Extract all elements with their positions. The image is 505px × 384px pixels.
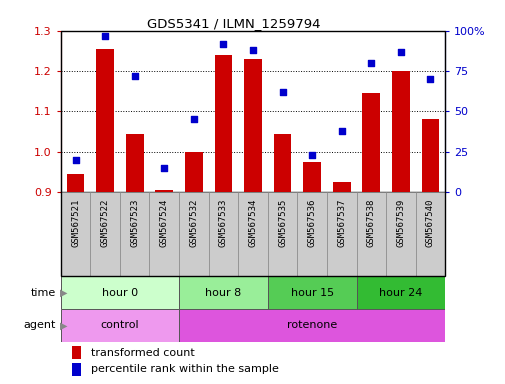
- Bar: [120, 192, 149, 276]
- Text: control: control: [100, 320, 139, 331]
- Text: GSM567524: GSM567524: [160, 199, 169, 247]
- Bar: [179, 309, 444, 342]
- Bar: [185, 152, 203, 192]
- Bar: [267, 276, 356, 309]
- Point: [308, 152, 316, 158]
- Point: [189, 116, 197, 122]
- Text: GSM567539: GSM567539: [395, 199, 405, 247]
- Bar: [391, 71, 409, 192]
- Bar: [155, 190, 173, 192]
- Text: GSM567537: GSM567537: [336, 199, 345, 247]
- Bar: [208, 192, 238, 276]
- Bar: [415, 192, 444, 276]
- Point: [337, 127, 345, 134]
- Text: GSM567540: GSM567540: [425, 199, 434, 247]
- Text: GSM567534: GSM567534: [248, 199, 257, 247]
- Bar: [72, 363, 81, 376]
- Point: [367, 60, 375, 66]
- Bar: [302, 162, 320, 192]
- Point: [71, 157, 79, 163]
- Bar: [332, 182, 350, 192]
- Bar: [297, 192, 326, 276]
- Point: [219, 41, 227, 47]
- Text: hour 8: hour 8: [205, 288, 241, 298]
- Bar: [326, 192, 356, 276]
- Bar: [90, 192, 120, 276]
- Text: hour 15: hour 15: [290, 288, 333, 298]
- Point: [160, 165, 168, 171]
- Text: hour 24: hour 24: [378, 288, 422, 298]
- Bar: [356, 192, 385, 276]
- Point: [278, 89, 286, 95]
- Bar: [214, 55, 232, 192]
- Text: GSM567532: GSM567532: [189, 199, 198, 247]
- Bar: [96, 49, 114, 192]
- Bar: [243, 59, 262, 192]
- Text: agent: agent: [23, 320, 56, 331]
- Point: [248, 47, 257, 53]
- Text: GSM567538: GSM567538: [366, 199, 375, 247]
- Text: GSM567536: GSM567536: [307, 199, 316, 247]
- Bar: [67, 174, 84, 192]
- Point: [130, 73, 138, 79]
- Text: rotenone: rotenone: [286, 320, 337, 331]
- Text: time: time: [30, 288, 56, 298]
- Title: GDS5341 / ILMN_1259794: GDS5341 / ILMN_1259794: [147, 17, 320, 30]
- Text: GSM567535: GSM567535: [278, 199, 286, 247]
- Bar: [149, 192, 179, 276]
- Text: GSM567522: GSM567522: [100, 199, 110, 247]
- Text: GSM567533: GSM567533: [219, 199, 227, 247]
- Bar: [61, 309, 179, 342]
- Text: percentile rank within the sample: percentile rank within the sample: [91, 364, 279, 374]
- Text: ▶: ▶: [60, 320, 68, 331]
- Bar: [126, 134, 143, 192]
- Bar: [72, 346, 81, 359]
- Text: ▶: ▶: [60, 288, 68, 298]
- Bar: [238, 192, 267, 276]
- Bar: [385, 192, 415, 276]
- Bar: [179, 276, 267, 309]
- Point: [101, 33, 109, 39]
- Bar: [61, 276, 179, 309]
- Text: GSM567521: GSM567521: [71, 199, 80, 247]
- Text: transformed count: transformed count: [91, 348, 195, 358]
- Bar: [179, 192, 208, 276]
- Bar: [421, 119, 438, 192]
- Point: [396, 49, 404, 55]
- Bar: [362, 93, 379, 192]
- Bar: [61, 192, 90, 276]
- Text: hour 0: hour 0: [102, 288, 138, 298]
- Text: GSM567523: GSM567523: [130, 199, 139, 247]
- Bar: [267, 192, 297, 276]
- Bar: [356, 276, 444, 309]
- Point: [426, 76, 434, 82]
- Bar: [273, 134, 291, 192]
